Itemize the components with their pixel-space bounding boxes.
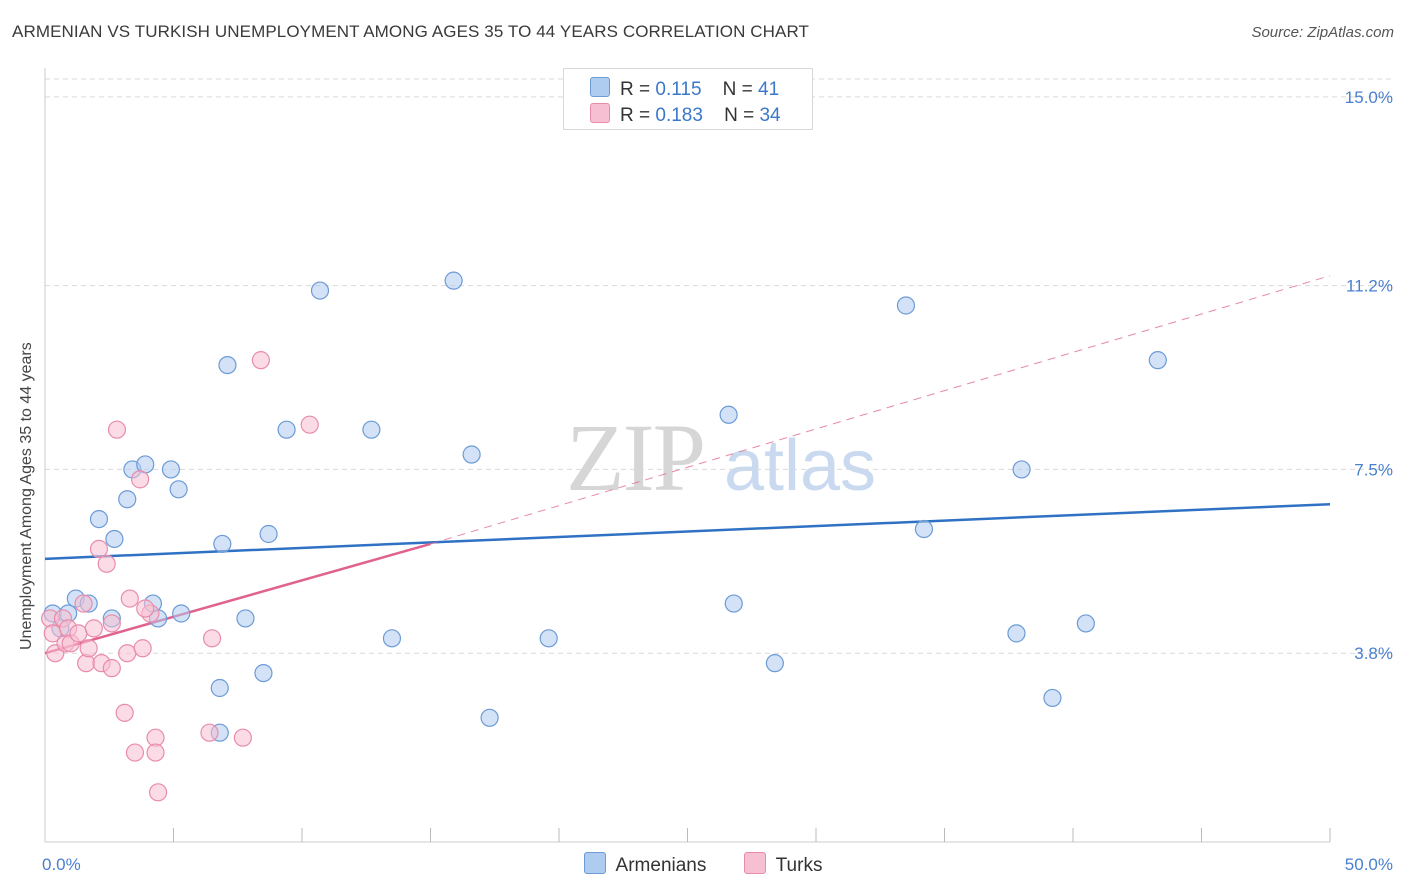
legend-row-turks: R = 0.183 N = 34 xyxy=(590,103,781,127)
armenians-point xyxy=(118,490,137,509)
y-tick-label: 3.8% xyxy=(1354,644,1393,663)
watermark-zip: ZIP xyxy=(566,404,704,511)
armenians-point xyxy=(218,355,237,375)
armenians-point xyxy=(719,405,738,424)
turks-point xyxy=(146,743,165,762)
armenians-point xyxy=(1007,624,1026,643)
turks-point xyxy=(69,624,88,643)
turks-point xyxy=(251,351,270,370)
armenians-legend-label: Armenians xyxy=(615,855,707,876)
armenians-point xyxy=(210,678,229,698)
legend-item-armenians: Armenians xyxy=(583,852,707,877)
x-tick-label-min: 0.0% xyxy=(42,855,81,874)
turks-swatch xyxy=(590,103,610,123)
armenians-point xyxy=(254,663,273,683)
watermark-atlas: atlas xyxy=(724,426,876,506)
armenians-point xyxy=(462,445,481,464)
armenians-n-label: N = xyxy=(722,79,753,100)
turks-point xyxy=(118,644,137,663)
turks-point xyxy=(79,639,98,658)
armenians-point xyxy=(1148,351,1167,370)
armenians-point xyxy=(765,654,784,673)
armenians-point xyxy=(161,460,181,479)
source-label: Source: ZipAtlas.com xyxy=(1251,24,1394,41)
x-tick-label-max: 50.0% xyxy=(1345,855,1393,874)
armenians-point xyxy=(539,629,558,648)
turks-point xyxy=(148,783,168,802)
grid-lines xyxy=(45,78,1395,654)
turks-trend-line-solid xyxy=(44,542,431,655)
turks-point xyxy=(107,420,127,439)
armenians-trend-line-solid xyxy=(44,502,1331,561)
y-axis-label-wrap: Unemployment Among Ages 35 to 44 years xyxy=(18,260,44,660)
turks-point xyxy=(125,743,145,762)
turks-n-label: N = xyxy=(724,105,755,126)
armenians-point xyxy=(236,609,255,628)
armenians-point xyxy=(213,534,232,554)
watermark: ZIP atlas xyxy=(566,404,876,511)
armenians-point xyxy=(1012,460,1031,479)
turks-legend-swatch xyxy=(743,852,766,874)
armenians-point xyxy=(1076,614,1095,633)
axes xyxy=(44,68,1331,843)
turks-n-value: 34 xyxy=(759,105,781,126)
turks-point xyxy=(97,554,116,573)
armenians-point xyxy=(914,519,934,539)
y-tick-label: 11.2% xyxy=(1346,277,1393,296)
series-legend: Armenians Turks xyxy=(0,852,1406,877)
armenians-legend-swatch xyxy=(583,852,606,874)
turks-point xyxy=(200,723,219,742)
turks-point xyxy=(115,703,134,722)
turks-point xyxy=(84,619,103,638)
turks-point xyxy=(102,659,121,678)
turks-point xyxy=(130,470,150,489)
armenians-point xyxy=(362,420,381,439)
chart-title: ARMENIAN VS TURKISH UNEMPLOYMENT AMONG A… xyxy=(12,22,810,41)
armenians-point xyxy=(1043,688,1062,708)
turks-point xyxy=(133,639,152,658)
tick-labels: 3.8% 7.5% 11.2% 15.0% 0.0% 50.0% xyxy=(42,88,1393,874)
armenians-point xyxy=(105,529,124,549)
armenians-point xyxy=(89,509,109,529)
turks-point xyxy=(102,614,121,633)
legend-row-armenians: R = 0.115 N = 41 xyxy=(590,77,779,101)
armenians-point xyxy=(480,708,499,727)
turks-point xyxy=(120,589,139,608)
turks-point xyxy=(300,415,319,434)
correlation-legend: R = 0.115 N = 41 R = 0.183 N = 34 xyxy=(563,68,813,130)
y-tick-label: 15.0% xyxy=(1345,88,1393,107)
turks-trend-line-dashed xyxy=(430,275,1331,545)
turks-r-value: 0.183 xyxy=(655,105,703,126)
armenians-point xyxy=(259,524,278,544)
armenians-r-label: R = xyxy=(620,79,651,100)
armenians-point xyxy=(277,420,296,439)
turks-point xyxy=(89,539,109,559)
turks-point xyxy=(77,654,96,673)
armenians-point xyxy=(169,480,188,499)
turks-point xyxy=(136,599,155,618)
armenians-r-value: 0.115 xyxy=(655,79,702,100)
armenians-point xyxy=(382,629,402,648)
turks-legend-label: Turks xyxy=(775,855,823,876)
armenians-swatch xyxy=(590,77,610,97)
armenians-point xyxy=(172,604,191,623)
turks-point xyxy=(202,629,222,648)
armenians-n-value: 41 xyxy=(758,79,780,100)
data-points xyxy=(41,271,1167,802)
turks-r-label: R = xyxy=(620,105,651,126)
armenians-point xyxy=(896,296,916,315)
armenians-point xyxy=(724,594,743,613)
legend-item-turks: Turks xyxy=(743,852,823,877)
y-tick-label: 7.5% xyxy=(1354,460,1393,479)
turks-point xyxy=(74,594,93,613)
y-axis-label: Unemployment Among Ages 35 to 44 years xyxy=(18,342,35,650)
armenians-point xyxy=(310,281,330,300)
turks-point xyxy=(233,728,252,747)
armenians-point xyxy=(444,271,463,290)
trend-lines xyxy=(44,275,1331,655)
